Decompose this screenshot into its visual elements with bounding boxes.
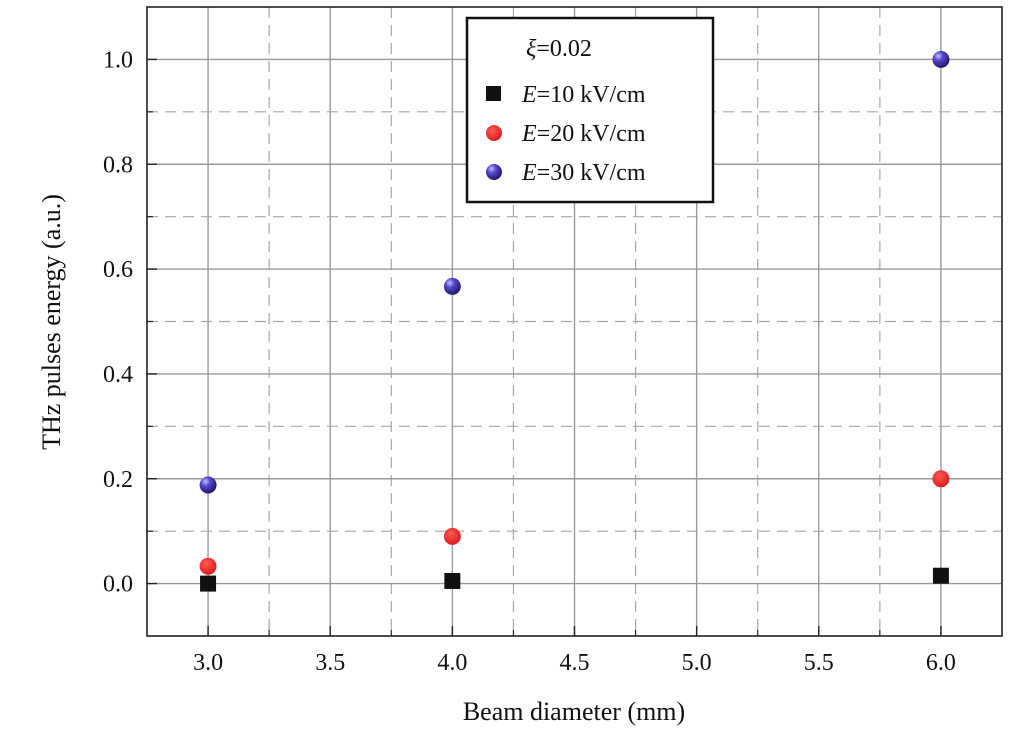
x-axis-title: Beam diameter (mm) [463,697,685,726]
legend-label-e30: E=30 kV/cm [521,160,646,186]
legend-marker-e20 [486,125,502,141]
x-tick-label: 4.0 [437,650,467,676]
legend-title: ξ=0.02 [526,36,592,62]
legend-label-e20: E=20 kV/cm [521,121,646,147]
data-points [199,50,950,592]
y-tick-label: 0.2 [103,467,133,493]
point-e30 [199,476,217,494]
y-tick-label: 0.0 [103,572,133,598]
x-tick-label: 4.5 [560,650,590,676]
point-e20 [199,557,217,575]
point-e20 [443,527,461,545]
legend-marker-e30 [486,164,502,180]
legend-marker-e10 [486,86,501,101]
legend-box [465,16,715,204]
y-tick-label: 0.6 [103,257,133,283]
point-e20 [932,470,950,488]
point-e10 [200,575,217,592]
y-tick-label: 1.0 [103,47,133,73]
x-tick-label: 3.0 [193,650,223,676]
point-e10 [932,567,949,584]
legend-label-e10: E=10 kV/cm [521,82,646,108]
x-tick-label: 3.5 [315,650,345,676]
y-axis-title: THz pulses energy (a.u.) [37,194,66,450]
x-tick-label: 5.0 [682,650,712,676]
point-e10 [444,572,461,589]
y-tick-label: 0.8 [103,152,133,178]
legend: ξ=0.02 E=10 kV/cm E=20 kV/cm E=30 kV/cm [465,16,715,204]
axis-ticks: 3.0 3.5 4.0 4.5 5.0 5.5 6.0 0.0 0.2 0.4 0.6 0.8 1.0 [103,47,956,676]
x-tick-label: 6.0 [926,650,956,676]
point-e30 [932,50,950,68]
point-e30 [443,277,461,295]
y-tick-label: 0.4 [103,362,133,388]
x-tick-label: 5.5 [804,650,834,676]
